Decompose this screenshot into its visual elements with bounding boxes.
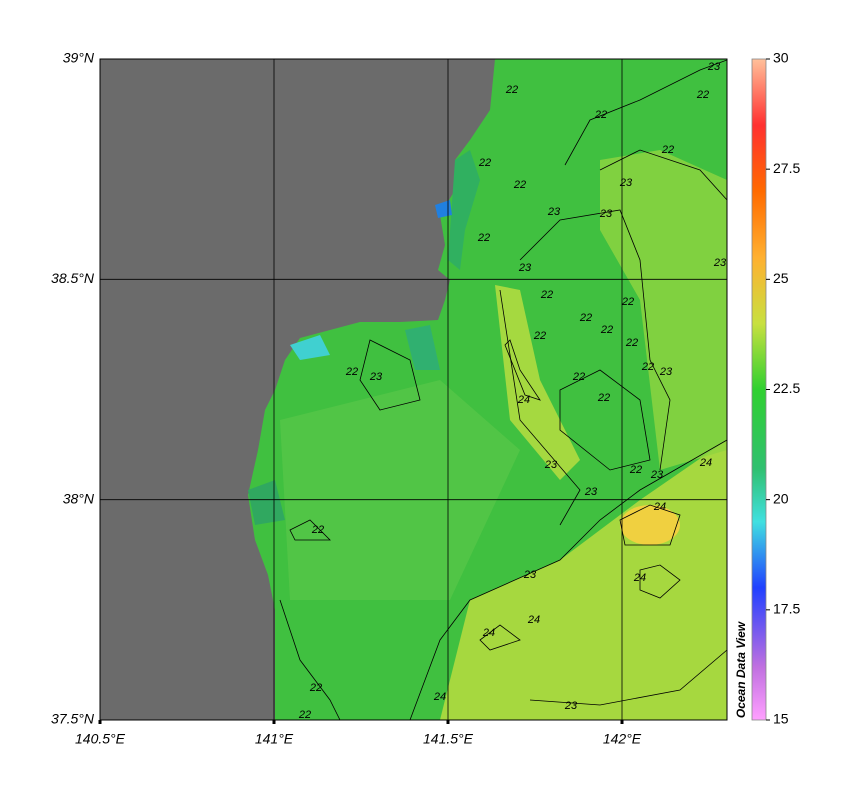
contours xyxy=(279,59,727,720)
contour-label: 22 xyxy=(579,312,592,324)
colorbar-label: 15 xyxy=(773,711,789,727)
contour-label: 23 xyxy=(650,469,664,481)
contour-label: 24 xyxy=(527,614,540,626)
coastal-water xyxy=(448,150,480,270)
colorbar xyxy=(751,58,767,721)
contour-label: 22 xyxy=(597,392,610,404)
contour-label: 24 xyxy=(433,691,446,703)
warm-region xyxy=(600,150,727,470)
contour-label: 22 xyxy=(477,232,490,244)
contour-label: 22 xyxy=(600,324,613,336)
contour-label: 22 xyxy=(594,109,607,121)
contour-label: 22 xyxy=(696,89,709,101)
ocean-shade xyxy=(280,380,520,600)
contour-label: 24 xyxy=(633,572,646,584)
contour-label: 22 xyxy=(533,330,546,342)
contour-label: 22 xyxy=(505,84,518,96)
x-tick-label: 140.5°E xyxy=(75,731,126,747)
contour-label: 24 xyxy=(482,627,495,639)
x-tick-label: 142°E xyxy=(603,731,642,747)
contour-label: 22 xyxy=(661,144,674,156)
y-tick-label: 37.5°N xyxy=(51,711,95,727)
contour-label: 23 xyxy=(584,486,598,498)
contour-label: 22 xyxy=(572,371,585,383)
contour-label: 22 xyxy=(298,709,311,721)
contour-label: 23 xyxy=(564,700,578,712)
contour-label: 23 xyxy=(599,208,613,220)
cold-water xyxy=(290,335,330,360)
contour-label: 22 xyxy=(621,296,634,308)
contour-label: 22 xyxy=(311,524,324,536)
contour-label: 23 xyxy=(619,177,633,189)
contour-label: 24 xyxy=(653,501,666,513)
land xyxy=(100,59,495,720)
y-tick-label: 38°N xyxy=(63,490,95,506)
colorbar-label: 30 xyxy=(773,50,789,66)
contour-label: 22 xyxy=(478,157,491,169)
warm-region xyxy=(495,285,580,480)
contour-label: 22 xyxy=(625,337,638,349)
coastal-water xyxy=(405,325,440,370)
watermark: Ocean Data View xyxy=(734,621,748,718)
contour-label: 22 xyxy=(345,366,358,378)
coastal-water xyxy=(248,480,285,525)
contour-label: 24 xyxy=(699,457,712,469)
y-tick-label: 38.5°N xyxy=(51,270,95,286)
contour-label: 23 xyxy=(369,371,383,383)
colorbar-label: 20 xyxy=(773,490,789,506)
contour-label: 22 xyxy=(513,179,526,191)
contour-label: 22 xyxy=(309,682,322,694)
contour-label: 23 xyxy=(523,569,537,581)
x-tick-label: 141°E xyxy=(255,731,294,747)
colorbar-label: 27.5 xyxy=(773,160,800,176)
map-frame xyxy=(99,58,728,721)
contour-label: 23 xyxy=(707,61,721,73)
contour-label: 23 xyxy=(544,459,558,471)
contour-label: 22 xyxy=(641,361,654,373)
colorbar-label: 17.5 xyxy=(773,601,800,617)
contour-label: 22 xyxy=(540,289,553,301)
contour-label: 23 xyxy=(518,262,532,274)
contour-label: 22 xyxy=(629,464,642,476)
colorbar-label: 25 xyxy=(773,270,789,286)
x-tick-label: 141.5°E xyxy=(423,731,474,747)
colorbar-label: 22.5 xyxy=(773,380,800,396)
contour-label: 24 xyxy=(517,394,530,406)
y-tick-label: 39°N xyxy=(63,50,95,66)
contour-label: 23 xyxy=(713,257,727,269)
contour-label: 23 xyxy=(547,206,561,218)
contour-label: 23 xyxy=(659,366,673,378)
warm-core xyxy=(620,505,680,545)
